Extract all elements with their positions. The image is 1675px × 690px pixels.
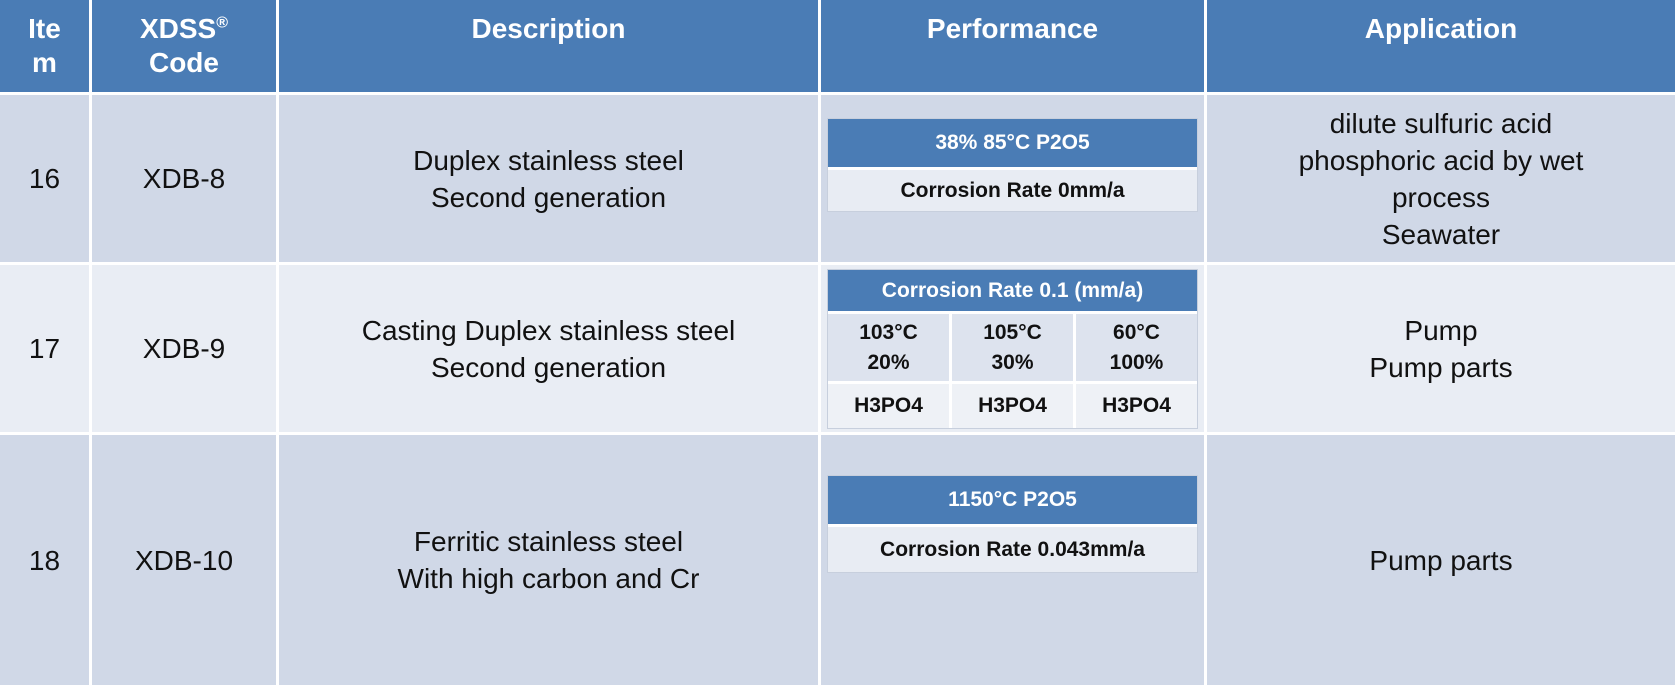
performance-cell: Corrosion Rate 0.1 (mm/a) 103°C 20% 105°C…: [821, 265, 1204, 432]
performance-temp-conc: 103°C 20%: [828, 314, 949, 381]
application: dilute sulfuric acid phosphoric acid by …: [1207, 95, 1675, 262]
header-description: Description: [471, 13, 626, 44]
performance-temp-conc: 105°C 30%: [952, 314, 1073, 381]
performance-condition: 38% 85°C P2O5: [828, 119, 1197, 167]
performance-box: 1150°C P2O5 Corrosion Rate 0.043mm/a: [827, 475, 1198, 573]
item-number: 18: [28, 544, 61, 576]
description-line: With high carbon and Cr: [397, 563, 700, 594]
table-row: 16 XDB-8 Duplex stainless steel Second g…: [0, 95, 1675, 262]
description-line: Second generation: [430, 351, 667, 383]
column-divider: [1204, 0, 1207, 690]
description-line: Duplex stainless steel: [413, 144, 684, 176]
header-code-suffix: Code: [148, 47, 219, 78]
performance-rate: Corrosion Rate 0.043mm/a: [828, 527, 1197, 572]
application-line: phosphoric acid by wet: [1298, 144, 1584, 176]
performance-box: Corrosion Rate 0.1 (mm/a) 103°C 20% 105°C…: [827, 269, 1198, 429]
item-number: 17: [28, 333, 61, 364]
description-line: Ferritic stainless steel: [413, 526, 684, 557]
column-divider: [276, 0, 279, 690]
product-code: XDB-8: [142, 163, 226, 194]
table-header: Ite m XDSS® Code Description Performance…: [0, 0, 1675, 92]
concentration: 20%: [867, 350, 910, 374]
temperature: 103°C: [859, 320, 918, 344]
table-row: 17 XDB-9 Casting Duplex stainless steel …: [0, 265, 1675, 432]
performance-cell: 38% 85°C P2O5 Corrosion Rate 0mm/a: [821, 95, 1204, 262]
product-code: XDB-10: [134, 544, 234, 576]
performance-acid: H3PO4: [1076, 384, 1197, 428]
performance-condition: 1150°C P2O5: [828, 476, 1197, 524]
header-application: Application: [1364, 13, 1518, 44]
concentration: 30%: [991, 350, 1034, 374]
description-line: Second generation: [430, 181, 667, 213]
column-divider: [89, 0, 92, 690]
header-code-prefix: XDSS: [139, 13, 217, 44]
registered-mark: ®: [216, 14, 229, 32]
temperature: 60°C: [1113, 320, 1160, 344]
application-line: Pump parts: [1369, 544, 1513, 576]
description: Ferritic stainless steel With high carbo…: [279, 435, 818, 685]
item-number: 16: [28, 163, 61, 194]
performance-rate: Corrosion Rate 0mm/a: [828, 170, 1197, 211]
application-line: Pump parts: [1369, 351, 1513, 383]
performance-acid: H3PO4: [952, 384, 1073, 428]
application-line: process: [1391, 181, 1491, 213]
header-code: XDSS® Code: [92, 0, 276, 92]
description: Duplex stainless steel Second generation: [279, 95, 818, 262]
application-line: dilute sulfuric acid: [1329, 107, 1553, 139]
description-line: Casting Duplex stainless steel: [361, 314, 736, 346]
temperature: 105°C: [983, 320, 1042, 344]
performance-cell: 1150°C P2O5 Corrosion Rate 0.043mm/a: [821, 435, 1204, 685]
header-performance: Performance: [926, 13, 1099, 44]
application: Pump Pump parts: [1207, 265, 1675, 432]
product-code: XDB-9: [142, 333, 226, 364]
performance-box: 38% 85°C P2O5 Corrosion Rate 0mm/a: [827, 118, 1198, 212]
performance-temp-conc: 60°C 100%: [1076, 314, 1197, 381]
table-row: 18 XDB-10 Ferritic stainless steel With …: [0, 435, 1675, 685]
performance-condition: Corrosion Rate 0.1 (mm/a): [828, 270, 1197, 311]
performance-acid: H3PO4: [828, 384, 949, 428]
column-divider: [818, 0, 821, 690]
description: Casting Duplex stainless steel Second ge…: [279, 265, 818, 432]
application: Pump parts: [1207, 435, 1675, 685]
concentration: 100%: [1109, 350, 1164, 374]
application-line: Pump: [1404, 314, 1478, 346]
application-line: Seawater: [1381, 218, 1501, 250]
header-item: Ite m: [28, 13, 61, 78]
